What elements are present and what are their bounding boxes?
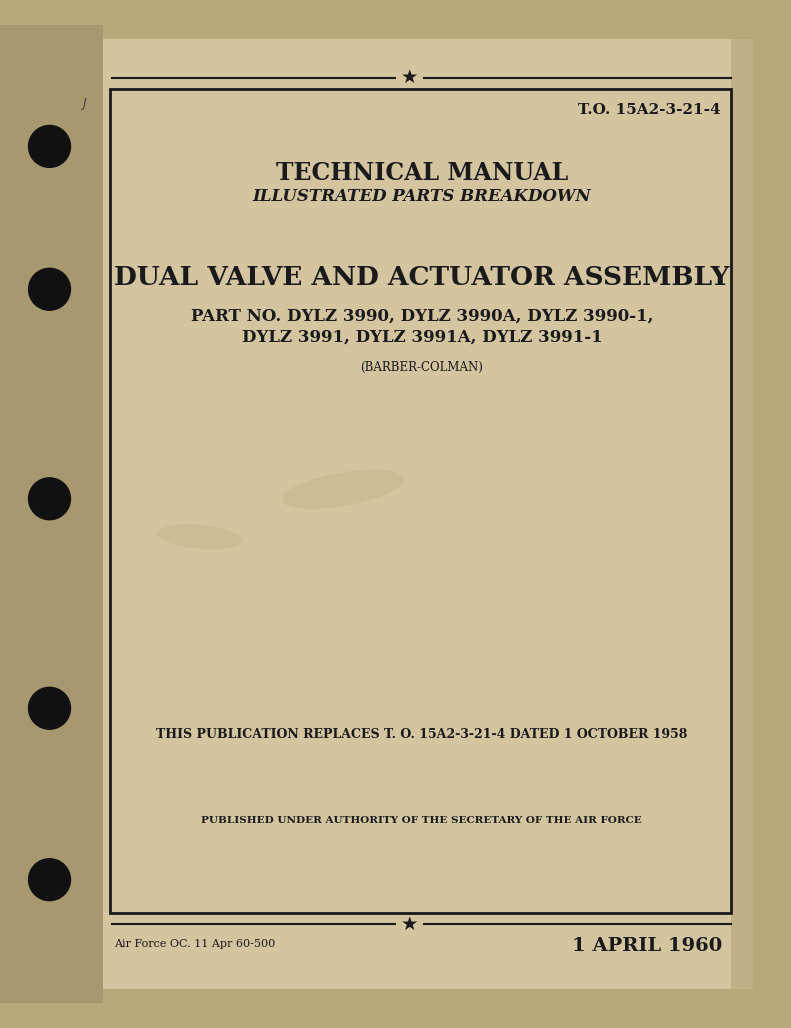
Ellipse shape xyxy=(157,524,243,549)
Text: DYLZ 3991, DYLZ 3991A, DYLZ 3991-1: DYLZ 3991, DYLZ 3991A, DYLZ 3991-1 xyxy=(241,328,602,345)
Text: PART NO. DYLZ 3990, DYLZ 3990A, DYLZ 3990-1,: PART NO. DYLZ 3990, DYLZ 3990A, DYLZ 399… xyxy=(191,307,653,325)
Text: THIS PUBLICATION REPLACES T. O. 15A2-3-21-4 DATED 1 OCTOBER 1958: THIS PUBLICATION REPLACES T. O. 15A2-3-2… xyxy=(156,729,687,741)
Text: 1 APRIL 1960: 1 APRIL 1960 xyxy=(572,938,722,955)
Circle shape xyxy=(28,688,70,729)
Text: J: J xyxy=(82,97,85,110)
Ellipse shape xyxy=(282,470,404,509)
Text: Air Force OC. 11 Apr 60-500: Air Force OC. 11 Apr 60-500 xyxy=(114,940,275,950)
Bar xyxy=(103,39,732,989)
Text: ILLUSTRATED PARTS BREAKDOWN: ILLUSTRATED PARTS BREAKDOWN xyxy=(252,188,591,206)
Text: T.O. 15A2-3-21-4: T.O. 15A2-3-21-4 xyxy=(578,103,721,117)
Text: (BARBER-COLMAN): (BARBER-COLMAN) xyxy=(361,361,483,374)
Bar xyxy=(109,89,732,913)
Text: DUAL VALVE AND ACTUATOR ASSEMBLY: DUAL VALVE AND ACTUATOR ASSEMBLY xyxy=(114,265,729,290)
Text: PUBLISHED UNDER AUTHORITY OF THE SECRETARY OF THE AIR FORCE: PUBLISHED UNDER AUTHORITY OF THE SECRETA… xyxy=(202,816,642,825)
Bar xyxy=(732,39,753,989)
Text: ★: ★ xyxy=(401,915,418,933)
Circle shape xyxy=(28,858,70,901)
Circle shape xyxy=(28,478,70,520)
Bar xyxy=(0,25,103,1003)
Circle shape xyxy=(28,125,70,168)
Circle shape xyxy=(28,268,70,310)
Text: ★: ★ xyxy=(401,68,418,87)
Text: TECHNICAL MANUAL: TECHNICAL MANUAL xyxy=(276,161,568,185)
